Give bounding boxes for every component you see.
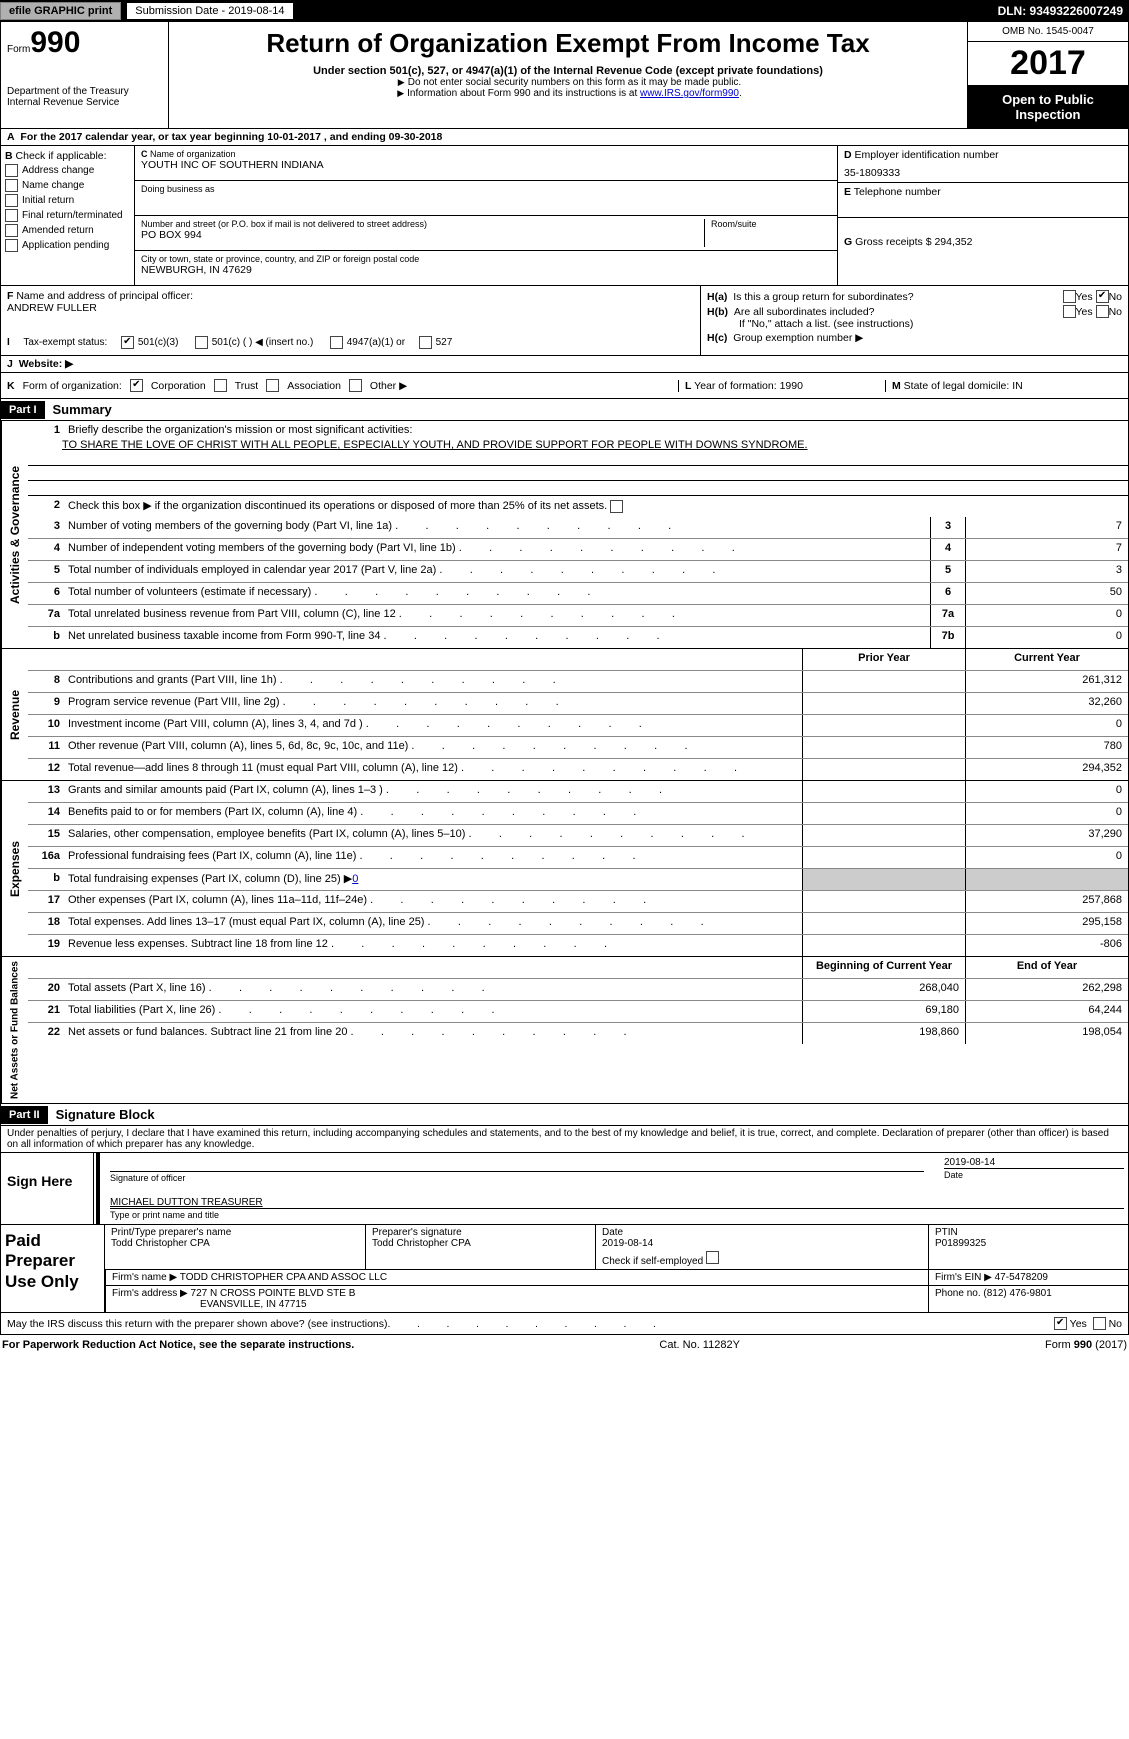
org-name: YOUTH INC OF SOUTHERN INDIANA (141, 159, 831, 171)
revenue-section: Revenue Prior Year Current Year 8Contrib… (0, 649, 1129, 781)
cb-corp[interactable] (130, 379, 143, 392)
form-title: Return of Organization Exempt From Incom… (177, 28, 959, 59)
header-sub2: Do not enter social security numbers on … (408, 77, 741, 88)
discuss-row: May the IRS discuss this return with the… (0, 1313, 1129, 1335)
expenses-section: Expenses 13Grants and similar amounts pa… (0, 781, 1129, 957)
cb-501c3[interactable] (121, 336, 134, 349)
form-number: 990 (30, 26, 80, 59)
preparer-block: Paid Preparer Use Only Print/Type prepar… (0, 1225, 1129, 1313)
cb-discuss-no[interactable] (1093, 1317, 1106, 1330)
gross-receipts: 294,352 (934, 236, 972, 248)
expenses-label: Expenses (1, 781, 28, 956)
part2-header: Part II Signature Block (0, 1104, 1129, 1126)
box-c: C Name of organization YOUTH INC OF SOUT… (135, 146, 837, 285)
entity-info-block: B Check if applicable: Address change Na… (0, 146, 1129, 286)
cb-amended-return[interactable] (5, 224, 18, 237)
header-sub1: Under section 501(c), 527, or 4947(a)(1)… (177, 65, 959, 77)
preparer-ptin: P01899325 (935, 1238, 1122, 1249)
page-footer: For Paperwork Reduction Act Notice, see … (0, 1335, 1129, 1355)
cb-ha-no[interactable] (1096, 290, 1109, 303)
year-formation: Year of formation: 1990 (694, 380, 803, 392)
form-of-org-row: K Form of organization: Corporation Trus… (0, 373, 1129, 399)
omb-number: OMB No. 1545-0047 (968, 22, 1128, 42)
cb-ha-yes[interactable] (1063, 290, 1076, 303)
box-b: B Check if applicable: Address change Na… (1, 146, 135, 285)
activities-section: Activities & Governance 1Briefly describ… (0, 421, 1129, 649)
part1-header: Part I Summary (0, 399, 1129, 421)
efile-print-button[interactable]: efile GRAPHIC print (0, 2, 121, 20)
tax-year: 2017 (968, 42, 1128, 86)
preparer-date: 2019-08-14 (602, 1238, 922, 1249)
sign-date: 2019-08-14 (944, 1157, 1124, 1168)
ein-value: 35-1809333 (844, 167, 1122, 179)
tax-year-range: A For the 2017 calendar year, or tax yea… (0, 129, 1129, 146)
open-to-public: Open to Public Inspection (968, 86, 1128, 128)
cb-name-change[interactable] (5, 179, 18, 192)
cb-discontinued[interactable] (610, 500, 623, 513)
firm-addr2: EVANSVILLE, IN 47715 (200, 1299, 307, 1310)
sign-block: Sign Here Signature of officer 2019-08-1… (0, 1153, 1129, 1225)
netassets-label: Net Assets or Fund Balances (1, 957, 28, 1103)
netassets-section: Net Assets or Fund Balances Beginning of… (0, 957, 1129, 1104)
irs-form-link[interactable]: www.IRS.gov/form990 (640, 88, 739, 99)
form-prefix: Form (7, 44, 30, 55)
website-row: J Website: ▶ (0, 356, 1129, 373)
cb-discuss-yes[interactable] (1054, 1317, 1067, 1330)
cb-assoc[interactable] (266, 379, 279, 392)
firm-name: TODD CHRISTOPHER CPA AND ASSOC LLC (180, 1272, 387, 1283)
header-right: OMB No. 1545-0047 2017 Open to Public In… (967, 22, 1128, 128)
cb-self-employed[interactable] (706, 1251, 719, 1264)
cb-address-change[interactable] (5, 164, 18, 177)
cb-527[interactable] (419, 336, 432, 349)
org-street: PO BOX 994 (141, 229, 704, 241)
officer-group-row: F Name and address of principal officer:… (0, 286, 1129, 356)
org-city: NEWBURGH, IN 47629 (141, 264, 831, 276)
preparer-sig: Todd Christopher CPA (372, 1238, 589, 1249)
cb-501c[interactable] (195, 336, 208, 349)
header-left: Form990 Department of the Treasury Inter… (1, 22, 169, 128)
preparer-name: Todd Christopher CPA (111, 1238, 359, 1249)
officer-name: MICHAEL DUTTON TREASURER (110, 1197, 1124, 1208)
top-bar: efile GRAPHIC print Submission Date - 20… (0, 0, 1129, 22)
submission-date: Submission Date - 2019-08-14 (127, 3, 292, 19)
principal-officer: ANDREW FULLER (7, 302, 694, 314)
cb-hb-no[interactable] (1096, 305, 1109, 318)
cb-initial-return[interactable] (5, 194, 18, 207)
cb-hb-yes[interactable] (1063, 305, 1076, 318)
cb-trust[interactable] (214, 379, 227, 392)
box-de: D Employer identification number 35-1809… (837, 146, 1128, 285)
cb-final-return[interactable] (5, 209, 18, 222)
activities-label: Activities & Governance (1, 421, 28, 648)
cb-application-pending[interactable] (5, 239, 18, 252)
firm-ein: 47-5478209 (995, 1272, 1048, 1283)
dln-number: DLN: 93493226007249 (992, 4, 1129, 18)
firm-addr1: 727 N CROSS POINTE BLVD STE B (191, 1288, 356, 1299)
form-header: Form990 Department of the Treasury Inter… (0, 22, 1129, 129)
cb-other[interactable] (349, 379, 362, 392)
revenue-label: Revenue (1, 649, 28, 780)
dba-label: Doing business as (141, 184, 831, 194)
irs-label: Internal Revenue Service (7, 97, 162, 108)
header-sub3: Information about Form 990 and its instr… (407, 88, 640, 99)
state-domicile: State of legal domicile: IN (904, 380, 1023, 392)
header-middle: Return of Organization Exempt From Incom… (169, 22, 967, 128)
firm-phone: (812) 476-9801 (983, 1288, 1051, 1299)
penalties-text: Under penalties of perjury, I declare th… (0, 1126, 1129, 1153)
mission-text: TO SHARE THE LOVE OF CHRIST WITH ALL PEO… (28, 439, 1128, 451)
dept-treasury: Department of the Treasury (7, 86, 162, 97)
cb-4947[interactable] (330, 336, 343, 349)
